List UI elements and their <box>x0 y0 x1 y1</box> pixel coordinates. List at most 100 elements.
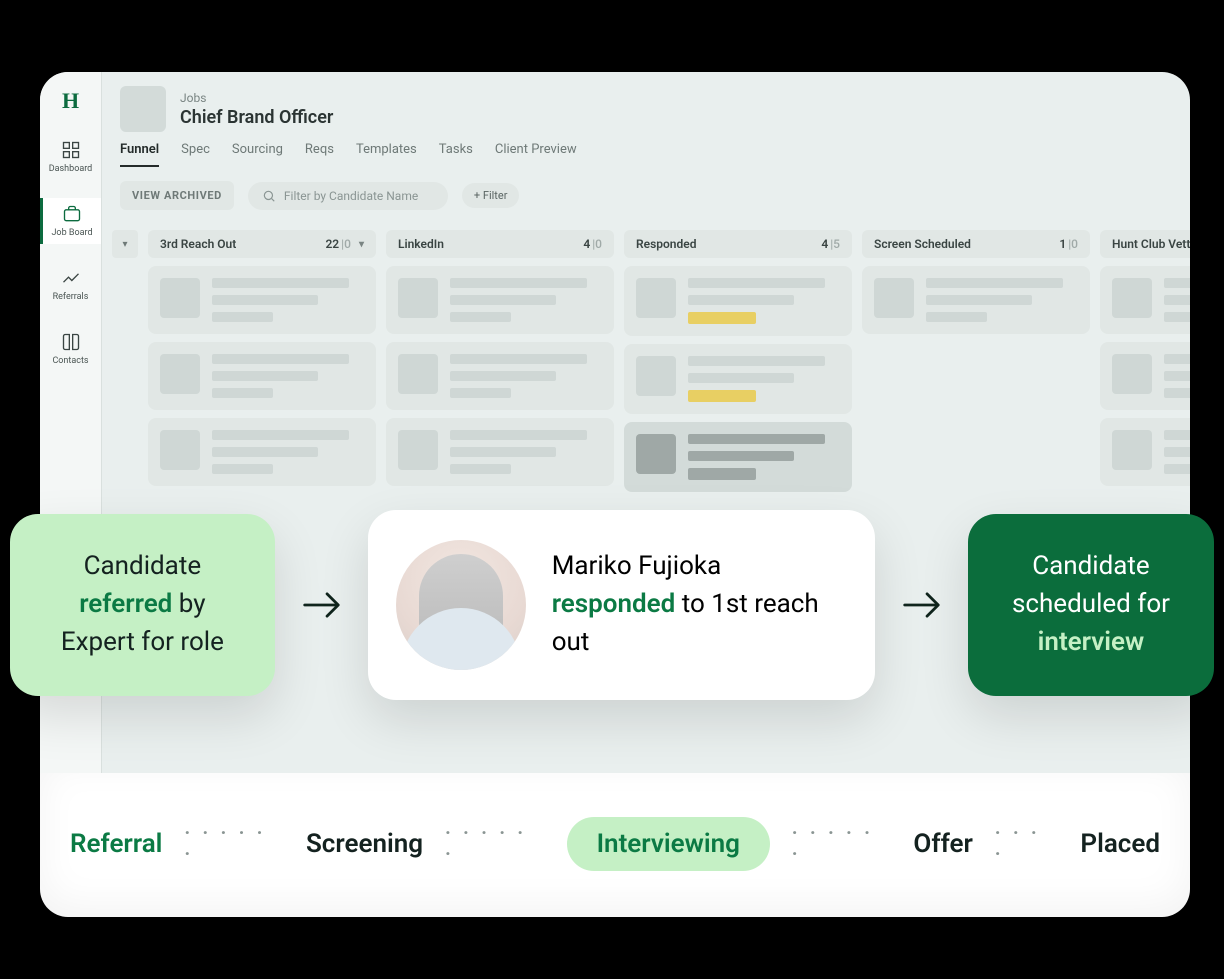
toolbar: VIEW ARCHIVED Filter by Candidate Name +… <box>120 181 1172 210</box>
placeholder-line <box>212 430 349 440</box>
candidate-card[interactable] <box>1100 418 1190 486</box>
card-body <box>1164 354 1190 398</box>
card-thumbnail <box>398 278 438 318</box>
placeholder-line <box>688 434 825 444</box>
card-thumbnail <box>160 354 200 394</box>
placeholder-line <box>212 295 318 305</box>
placeholder-line <box>212 371 318 381</box>
card-thumbnail <box>1112 354 1152 394</box>
card-thumbnail <box>636 434 676 474</box>
candidate-card[interactable] <box>386 266 614 334</box>
placeholder-line <box>212 464 273 474</box>
placeholder-line <box>926 278 1063 288</box>
placeholder-line <box>450 464 511 474</box>
card-thumbnail <box>636 356 676 396</box>
placeholder-line <box>450 371 556 381</box>
status-badge <box>688 390 756 402</box>
card-body <box>1164 430 1190 474</box>
column-title: 3rd Reach Out <box>160 237 236 251</box>
placeholder-line <box>450 388 511 398</box>
card-body <box>450 354 602 398</box>
candidate-card[interactable] <box>1100 342 1190 410</box>
card-thumbnail <box>160 278 200 318</box>
placeholder-line <box>212 354 349 364</box>
sidebar-item-label: Dashboard <box>49 164 93 174</box>
placeholder-line <box>1164 278 1190 288</box>
add-filter-button[interactable]: + Filter <box>462 183 520 208</box>
column-header[interactable]: Screen Scheduled1|0 <box>862 230 1090 258</box>
candidate-card[interactable] <box>624 422 852 492</box>
app-window: H Dashboard Job Board Referrals Contacts… <box>40 72 1190 872</box>
placeholder-line <box>450 278 587 288</box>
candidate-card[interactable] <box>624 344 852 414</box>
app-logo: H <box>56 86 86 116</box>
text: Candidate scheduled for <box>1012 551 1170 619</box>
breadcrumb[interactable]: Jobs <box>180 91 333 105</box>
card-thumbnail <box>874 278 914 318</box>
tab-funnel[interactable]: Funnel <box>120 142 159 167</box>
book-icon <box>61 332 81 352</box>
card-thumbnail <box>636 278 676 318</box>
sidebar-item-job-board[interactable]: Job Board <box>40 198 101 244</box>
column-header[interactable]: LinkedIn4|0 <box>386 230 614 258</box>
tab-reqs[interactable]: Reqs <box>305 142 334 167</box>
page-title: Chief Brand Officer <box>180 107 333 128</box>
placeholder-line <box>1164 447 1190 457</box>
dots-separator: · · · · · · <box>184 823 284 865</box>
card-body <box>212 430 364 474</box>
placeholder-line <box>450 295 556 305</box>
tab-spec[interactable]: Spec <box>181 142 210 167</box>
text-em: referred <box>79 589 172 619</box>
candidate-card[interactable] <box>624 266 852 336</box>
stage-screening: Screening <box>306 829 423 859</box>
tab-bar: Funnel Spec Sourcing Reqs Templates Task… <box>120 142 1172 167</box>
sidebar-item-referrals[interactable]: Referrals <box>40 262 101 308</box>
tab-templates[interactable]: Templates <box>356 142 417 167</box>
tab-sourcing[interactable]: Sourcing <box>232 142 283 167</box>
tab-client-preview[interactable]: Client Preview <box>495 142 577 167</box>
placeholder-line <box>450 430 587 440</box>
stage-offer: Offer <box>913 829 972 859</box>
stage-interviewing: Interviewing <box>567 817 770 871</box>
placeholder-line <box>1164 388 1190 398</box>
step-responded-card: Mariko Fujioka responded to 1st reach ou… <box>368 510 875 700</box>
status-badge <box>688 468 756 480</box>
dots-separator: · · · · · · <box>445 823 545 865</box>
column-group-dropdown[interactable]: ▾ <box>112 230 138 258</box>
card-thumbnail <box>160 430 200 470</box>
sidebar-item-contacts[interactable]: Contacts <box>40 326 101 372</box>
card-body <box>450 430 602 474</box>
card-body <box>688 434 840 480</box>
tab-tasks[interactable]: Tasks <box>439 142 473 167</box>
candidate-card[interactable] <box>148 418 376 486</box>
card-body <box>212 354 364 398</box>
placeholder-line <box>688 295 794 305</box>
candidate-card[interactable] <box>386 342 614 410</box>
chevron-down-icon[interactable]: ▾ <box>359 239 364 250</box>
placeholder-line <box>212 312 273 322</box>
candidate-card[interactable] <box>386 418 614 486</box>
sidebar-item-dashboard[interactable]: Dashboard <box>40 134 101 180</box>
placeholder-line <box>1164 354 1190 364</box>
placeholder-line <box>1164 430 1190 440</box>
candidate-card[interactable] <box>862 266 1090 334</box>
candidate-card[interactable] <box>148 266 376 334</box>
status-badge <box>688 312 756 324</box>
placeholder-line <box>212 388 273 398</box>
view-archived-button[interactable]: VIEW ARCHIVED <box>120 181 234 210</box>
column-count: 4|5 <box>821 237 840 251</box>
candidate-card[interactable] <box>148 342 376 410</box>
arrow-right-icon <box>301 583 342 627</box>
candidate-card[interactable] <box>1100 266 1190 334</box>
step-referred-card: Candidate referred by Expert for role <box>10 514 275 695</box>
card-thumbnail <box>398 430 438 470</box>
search-input[interactable]: Filter by Candidate Name <box>248 182 448 210</box>
column-header[interactable]: 3rd Reach Out22|0▾ <box>148 230 376 258</box>
column-header[interactable]: Hunt Club Vetted <box>1100 230 1190 258</box>
column-title: Responded <box>636 237 696 251</box>
page-header: Jobs Chief Brand Officer Funnel Spec Sou… <box>102 72 1190 210</box>
placeholder-line <box>1164 312 1190 322</box>
column-header[interactable]: Responded 4|5 <box>624 230 852 258</box>
placeholder-line <box>450 354 587 364</box>
candidate-name: Mariko Fujioka <box>552 551 722 581</box>
